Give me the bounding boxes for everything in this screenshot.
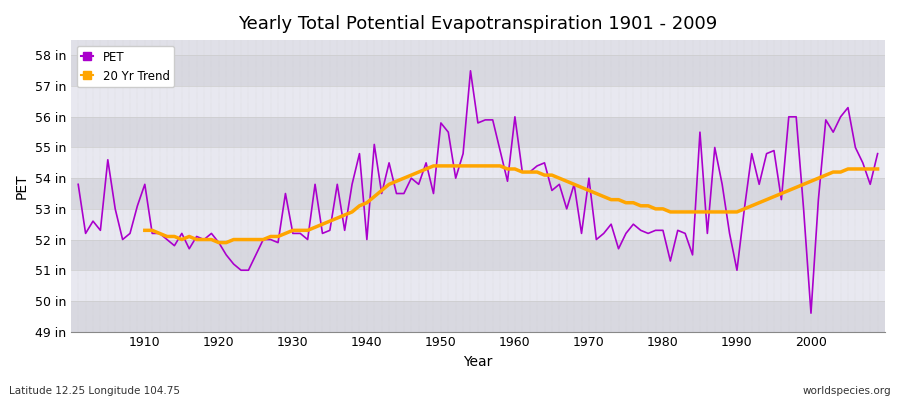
20 Yr Trend: [140, 228, 150, 233]
Bar: [71, 270, 885, 301]
20 Yr Trend: [317, 222, 328, 226]
Bar: [71, 86, 885, 117]
PET: [806, 311, 816, 316]
20 Yr Trend: [532, 170, 543, 174]
Title: Yearly Total Potential Evapotranspiration 1901 - 2009: Yearly Total Potential Evapotranspiratio…: [238, 15, 717, 33]
Y-axis label: PET: PET: [15, 173, 29, 199]
Bar: [71, 178, 885, 209]
20 Yr Trend: [850, 166, 860, 171]
Text: Latitude 12.25 Longitude 104.75: Latitude 12.25 Longitude 104.75: [9, 386, 180, 396]
Line: 20 Yr Trend: 20 Yr Trend: [145, 166, 877, 243]
X-axis label: Year: Year: [464, 355, 492, 369]
20 Yr Trend: [591, 191, 602, 196]
Bar: [71, 301, 885, 332]
20 Yr Trend: [428, 164, 439, 168]
Bar: [71, 148, 885, 178]
PET: [517, 170, 527, 174]
Bar: [71, 240, 885, 270]
PET: [465, 68, 476, 73]
PET: [509, 114, 520, 119]
PET: [295, 231, 306, 236]
20 Yr Trend: [872, 166, 883, 171]
PET: [339, 228, 350, 233]
PET: [132, 203, 143, 208]
20 Yr Trend: [828, 170, 839, 174]
PET: [872, 151, 883, 156]
Bar: [71, 56, 885, 86]
Text: worldspecies.org: worldspecies.org: [803, 386, 891, 396]
PET: [606, 222, 616, 226]
Bar: [71, 117, 885, 148]
20 Yr Trend: [287, 228, 298, 233]
Legend: PET, 20 Yr Trend: PET, 20 Yr Trend: [76, 46, 175, 87]
20 Yr Trend: [213, 240, 224, 245]
Line: PET: PET: [78, 71, 878, 313]
PET: [73, 182, 84, 187]
Bar: [71, 209, 885, 240]
